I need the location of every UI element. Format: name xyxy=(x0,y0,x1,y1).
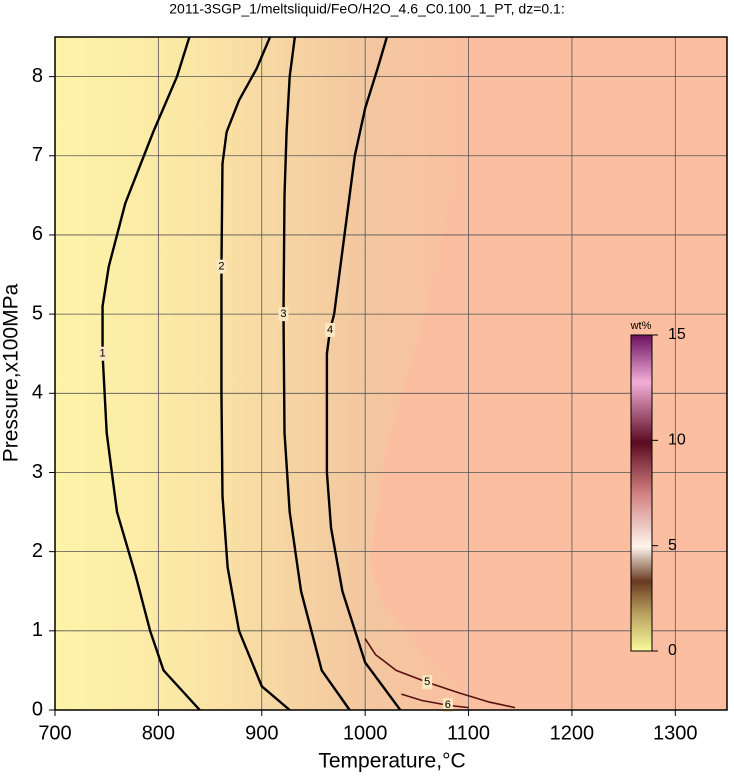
y-tick-label: 7 xyxy=(32,144,43,166)
y-tick-label: 8 xyxy=(32,65,43,87)
contour-line xyxy=(220,36,291,711)
x-tick-label: 1100 xyxy=(447,722,490,744)
contour-label-bg xyxy=(325,322,336,337)
contour-line xyxy=(282,36,351,711)
contour-label-bg xyxy=(442,698,453,713)
contour-label-bg xyxy=(97,346,108,361)
contour-label: 6 xyxy=(445,699,451,711)
contour-label-bg xyxy=(278,307,289,322)
x-tick-label: 1200 xyxy=(550,722,595,744)
colorbar-tick-label: 0 xyxy=(668,642,677,659)
y-tick-label: 1 xyxy=(32,619,43,641)
colorbar-tick-label: 15 xyxy=(668,326,686,343)
y-tick-label: 2 xyxy=(32,540,43,562)
x-axis-label: Temperature,°C xyxy=(318,750,465,773)
x-tick-label: 900 xyxy=(245,722,278,744)
contour-label-bg xyxy=(422,675,433,690)
contour-label: 4 xyxy=(327,324,333,336)
contour-label: 2 xyxy=(218,261,224,273)
colorbar xyxy=(630,334,653,652)
x-tick-label: 700 xyxy=(38,722,71,744)
y-tick-label: 5 xyxy=(32,302,43,324)
y-tick-label: 4 xyxy=(32,382,43,404)
y-tick-label: 0 xyxy=(32,698,43,720)
colorbar-label: wt% xyxy=(630,320,652,332)
y-axis-label: Pressure,x100MPa xyxy=(0,283,23,462)
y-tick-label: 3 xyxy=(32,461,43,483)
colorbar-tick-label: 5 xyxy=(668,537,677,554)
chart-title: 2011-3SGP_1/meltsliquid/FeO/H2O_4.6_C0.1… xyxy=(169,1,564,17)
colorbar-tick-label: 10 xyxy=(668,432,686,449)
x-tick-label: 800 xyxy=(142,722,175,744)
contours: 1 2 3 4 5 6 xyxy=(97,36,516,713)
x-tick-label: 1300 xyxy=(653,722,698,744)
x-tick-label: 1000 xyxy=(343,722,388,744)
plot-frame xyxy=(54,36,728,711)
contour-line xyxy=(401,693,469,709)
contour-label: 1 xyxy=(99,348,105,360)
contour-label: 5 xyxy=(424,676,430,688)
contour-label: 3 xyxy=(280,308,286,320)
y-tick-label: 6 xyxy=(32,223,43,245)
contour-label-bg xyxy=(216,259,227,274)
colorbar-axis: 0 5 10 15 xyxy=(652,326,686,659)
